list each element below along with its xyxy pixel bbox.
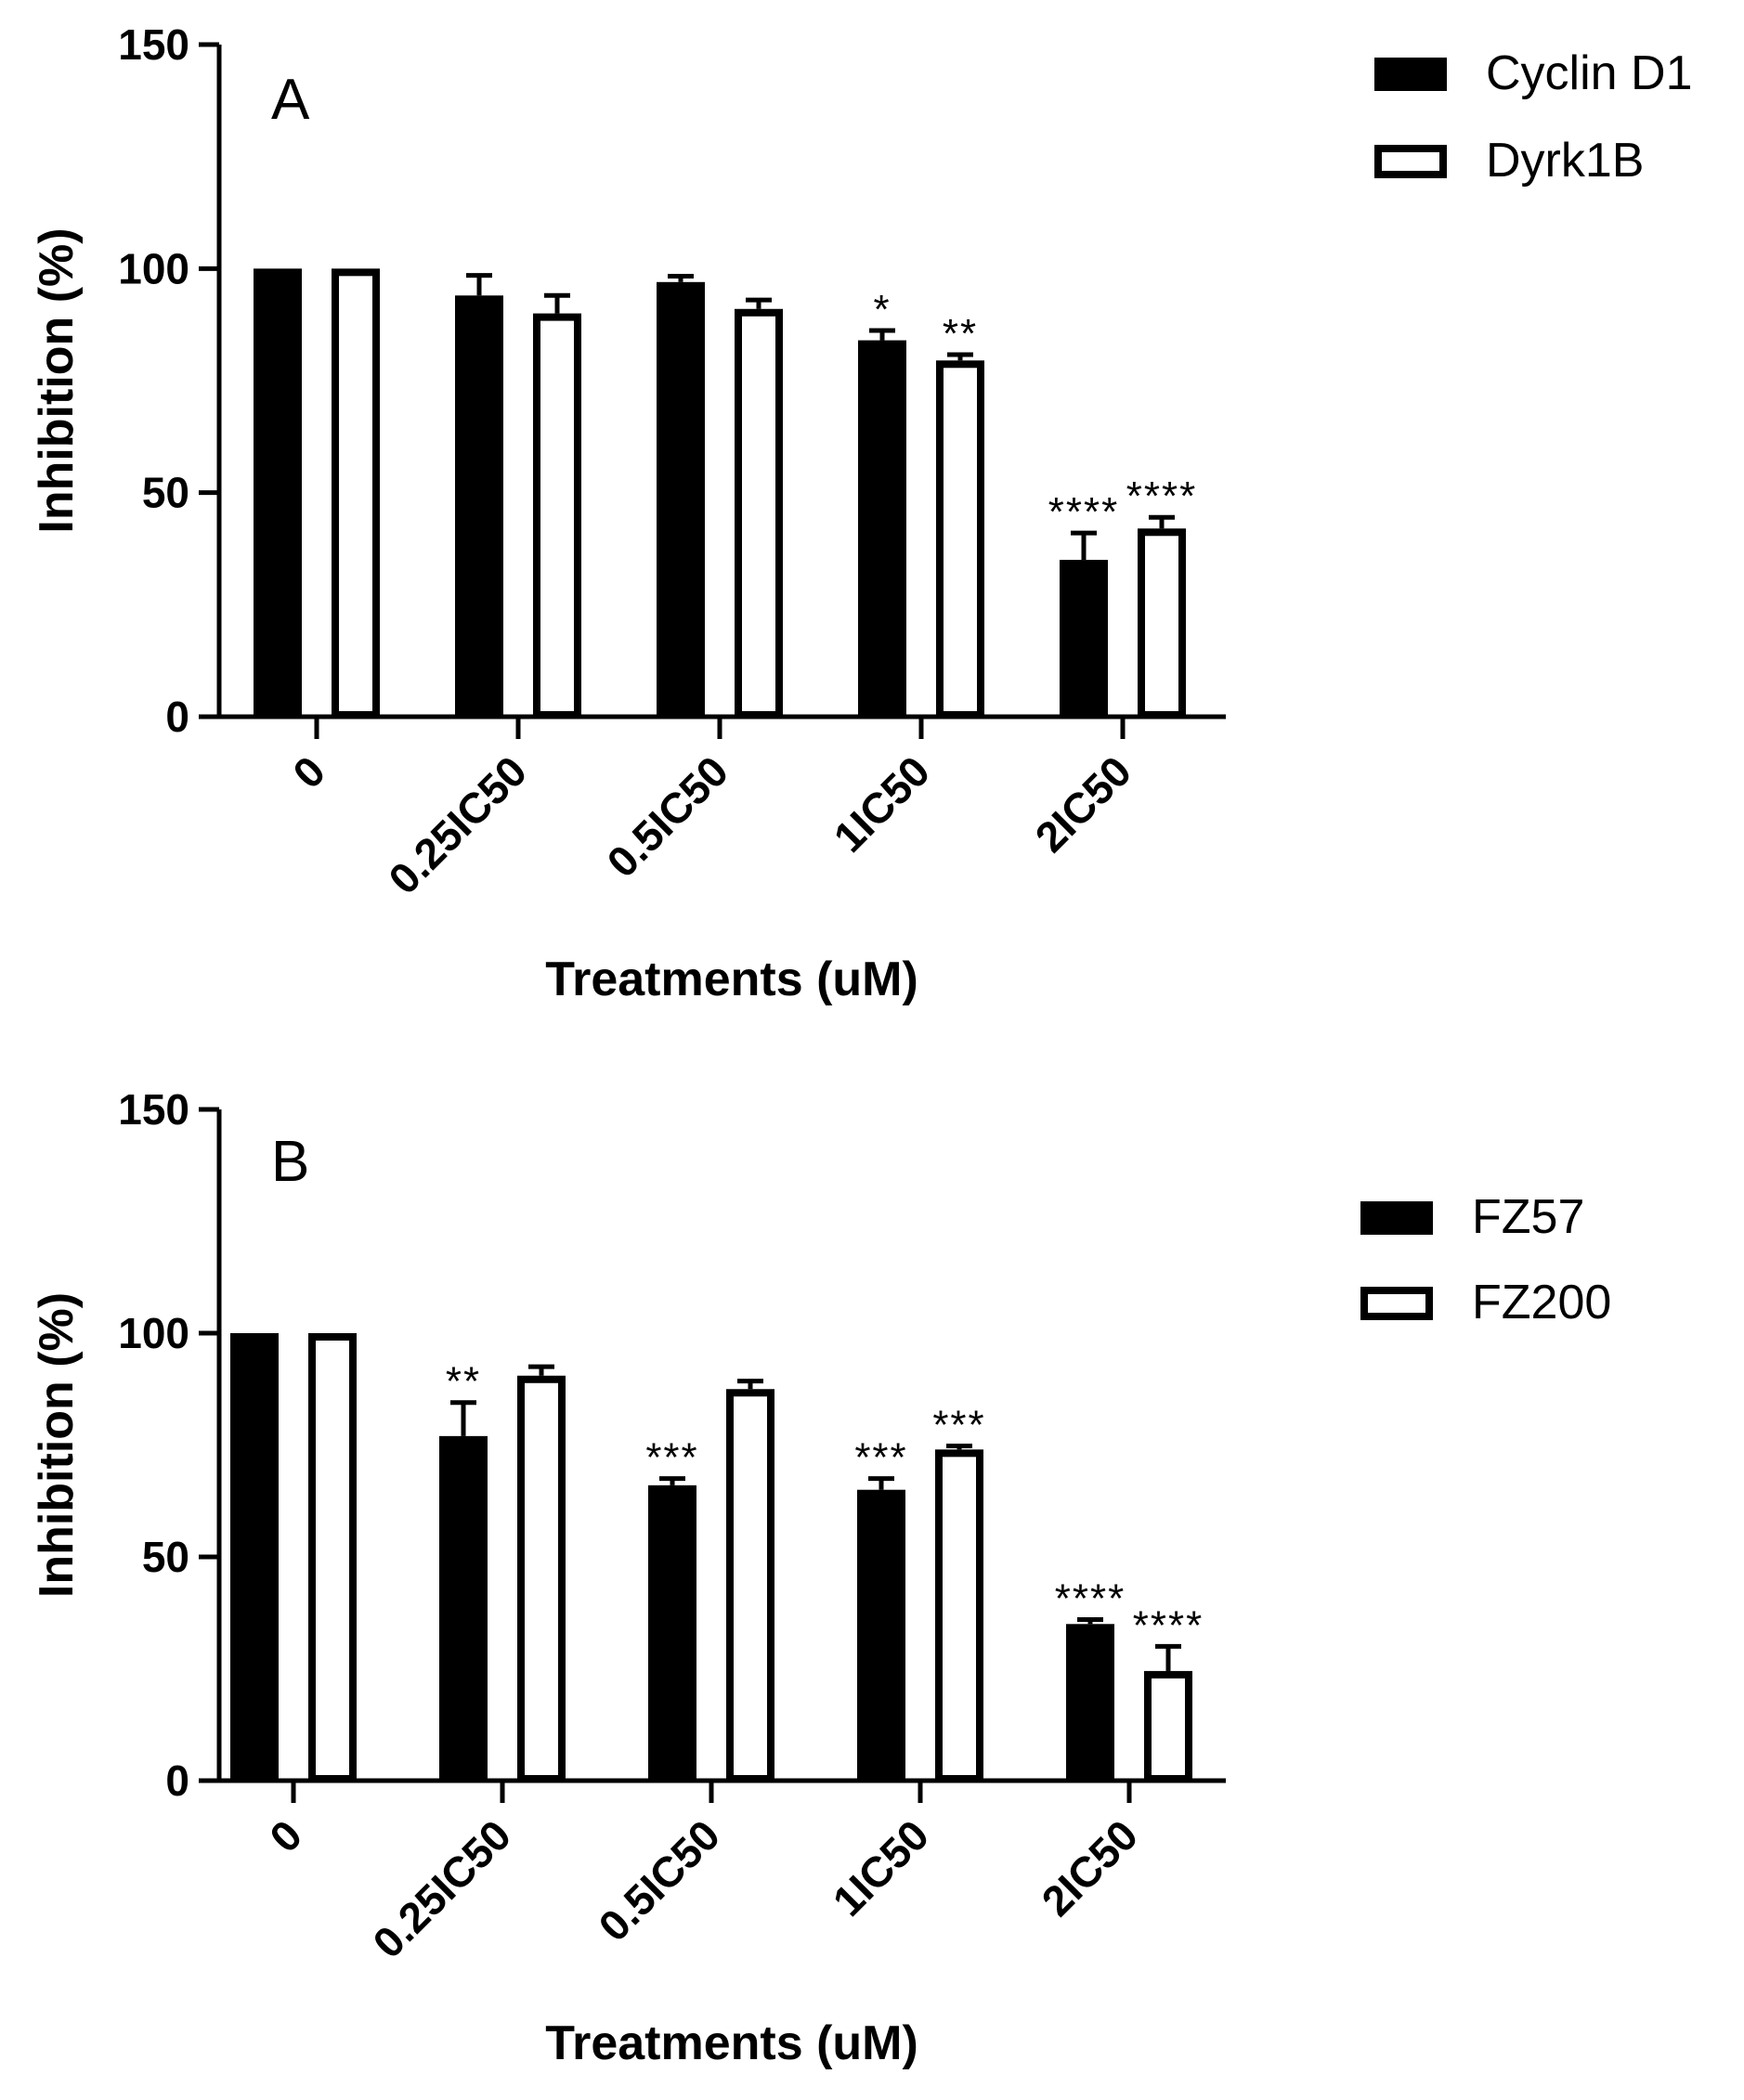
bar-cyclin-d1 — [858, 340, 906, 717]
y-tick-label: 50 — [142, 1533, 189, 1581]
significance-label: * — [873, 287, 891, 332]
legend: FZ57 FZ200 — [1360, 1190, 1611, 1329]
x-axis-title: Treatments (uM) — [545, 2016, 918, 2070]
bar-dyrk1b — [1138, 528, 1186, 719]
x-category-label: 1IC50 — [825, 746, 940, 862]
significance-label: **** — [1055, 1575, 1126, 1621]
bar-fz57 — [648, 1484, 696, 1781]
y-tick-label: 100 — [118, 244, 189, 292]
bar-fz57 — [1066, 1624, 1114, 1781]
y-tick-label: 0 — [165, 693, 189, 741]
significance-label: ** — [446, 1359, 481, 1405]
y-axis-title: Inhibition (%) — [30, 1292, 84, 1598]
bar-fz200 — [935, 1449, 983, 1782]
legend-label: FZ57 — [1472, 1190, 1584, 1244]
bar-fz200 — [308, 1333, 357, 1782]
bar-dyrk1b — [936, 360, 984, 719]
legend-label: Dyrk1B — [1486, 134, 1644, 188]
y-tick-label: 150 — [118, 1085, 189, 1134]
y-axis-title: Inhibition (%) — [30, 227, 84, 533]
x-category-label: 0.5IC50 — [589, 1810, 729, 1951]
significance-label: *** — [645, 1435, 698, 1481]
x-category-label: 0.5IC50 — [597, 746, 737, 887]
significance-label: **** — [1126, 473, 1198, 519]
y-tick-label: 50 — [142, 469, 189, 517]
significance-label: *** — [932, 1402, 985, 1447]
chart-panel-a: 0 50 100 150 Inhibition (%) 0 0.25IC50 0.5IC50 *… — [30, 20, 1693, 1006]
bar-dyrk1b — [735, 308, 783, 719]
bar-dyrk1b — [332, 268, 380, 719]
bar-cyclin-d1 — [455, 295, 503, 717]
legend-swatch — [1374, 145, 1447, 178]
significance-label: **** — [1048, 489, 1120, 535]
legend-label: FZ200 — [1472, 1276, 1611, 1329]
bar-fz57 — [857, 1489, 905, 1781]
x-category-label: 0 — [260, 1810, 311, 1861]
x-category-label: 2IC50 — [1026, 746, 1141, 862]
significance-label: ** — [943, 311, 978, 356]
x-category-label: 0.25IC50 — [379, 746, 536, 903]
bar-cyclin-d1 — [1060, 560, 1108, 717]
x-category-label: 1IC50 — [824, 1810, 939, 1925]
y-tick-label: 100 — [118, 1309, 189, 1357]
legend-swatch — [1360, 1201, 1433, 1235]
legend-label: Cyclin D1 — [1486, 46, 1693, 100]
panel-letter: B — [271, 1130, 309, 1194]
bar-cyclin-d1 — [254, 268, 302, 717]
bar-fz200 — [1144, 1670, 1192, 1783]
x-category-label: 0 — [283, 746, 334, 797]
x-axis-title: Treatments (uM) — [545, 953, 918, 1006]
bar-fz57 — [439, 1435, 488, 1781]
x-category-label: 0.25IC50 — [363, 1810, 520, 1967]
chart-panel-b: 0 50 100 150 Inhibition (%) 0 ** 0.25IC50 *** 0.5… — [30, 1085, 1611, 2070]
significance-label: *** — [854, 1435, 907, 1481]
legend-swatch — [1374, 58, 1447, 91]
bar-dyrk1b — [533, 313, 581, 719]
legend-swatch — [1360, 1287, 1433, 1320]
x-category-label: 2IC50 — [1033, 1810, 1148, 1925]
bar-fz57 — [230, 1333, 279, 1781]
bar-fz200 — [726, 1389, 774, 1782]
y-tick-label: 150 — [118, 20, 189, 69]
legend: Cyclin D1 Dyrk1B — [1374, 46, 1693, 188]
bar-fz200 — [517, 1375, 566, 1783]
bar-cyclin-d1 — [657, 281, 705, 717]
panel-letter: A — [271, 68, 310, 132]
significance-label: **** — [1133, 1602, 1204, 1648]
y-tick-label: 0 — [165, 1756, 189, 1805]
